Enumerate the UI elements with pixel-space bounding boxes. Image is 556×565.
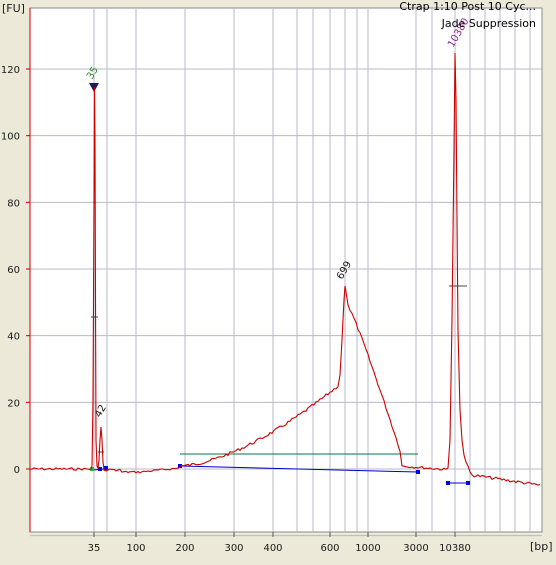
x-axis-ticks: 35 100 200 300 400 600 1000 3000 10380 bbox=[88, 532, 471, 554]
baseline-marker bbox=[466, 481, 470, 485]
baseline-marker bbox=[104, 466, 108, 470]
x-tick-label: 10380 bbox=[439, 543, 471, 554]
baseline-marker bbox=[98, 467, 102, 471]
lower-marker-start bbox=[90, 467, 94, 471]
baseline-line bbox=[179, 465, 419, 473]
y-tick-label: 40 bbox=[7, 332, 20, 343]
x-tick-label: 3000 bbox=[403, 543, 428, 554]
y-tick-label: 0 bbox=[14, 465, 20, 476]
y-axis-ticks: 0 20 40 60 80 100 120 bbox=[1, 65, 30, 476]
y-tick-label: 80 bbox=[7, 198, 20, 209]
y-tick-label: 120 bbox=[1, 65, 20, 76]
baseline-marker bbox=[178, 464, 182, 468]
y-tick-label: 20 bbox=[7, 398, 20, 409]
x-tick-label: 100 bbox=[126, 543, 145, 554]
x-tick-label: 400 bbox=[263, 543, 282, 554]
sample-subtitle: Jade Suppression bbox=[441, 17, 536, 30]
sample-title: Ctrap 1:10 Post 10 Cyc... bbox=[399, 0, 536, 13]
x-tick-label: 300 bbox=[224, 543, 243, 554]
baseline-marker bbox=[416, 470, 420, 474]
y-tick-label: 100 bbox=[1, 132, 20, 143]
x-tick-label: 200 bbox=[175, 543, 194, 554]
x-tick-label: 1000 bbox=[355, 543, 380, 554]
y-axis-label: [FU] bbox=[2, 2, 25, 15]
x-tick-label: 600 bbox=[320, 543, 339, 554]
x-axis-label: [bp] bbox=[530, 540, 553, 553]
baseline-marker bbox=[446, 481, 450, 485]
y-tick-label: 60 bbox=[7, 265, 20, 276]
plot-area bbox=[29, 7, 543, 533]
x-tick-label: 35 bbox=[88, 543, 101, 554]
signal-trace bbox=[29, 52, 541, 486]
grid-lines bbox=[30, 8, 542, 537]
